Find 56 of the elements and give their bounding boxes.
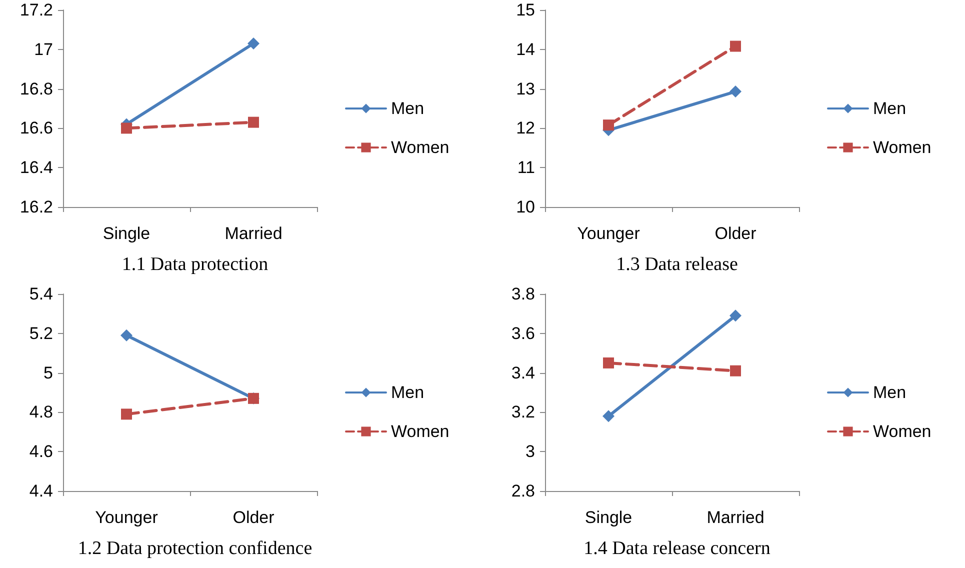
x-tick-label: Single <box>584 508 632 527</box>
y-tick-label: 4.6 <box>29 442 53 462</box>
legend-label: Women <box>391 138 450 157</box>
legend-label: Men <box>873 99 906 118</box>
y-tick-label: 3.6 <box>511 324 535 343</box>
y-tick-label: 14 <box>516 40 535 59</box>
x-tick-label: Younger <box>577 224 640 243</box>
y-tick-label: 5.2 <box>29 324 53 343</box>
point <box>602 410 614 422</box>
text: 1.3 Data release <box>616 254 738 275</box>
y-tick-label: 5 <box>44 363 53 382</box>
point <box>248 116 259 128</box>
x-tick-label: Younger <box>95 508 158 527</box>
y-tick-label: 3 <box>526 442 535 462</box>
y-tick-label: 16.2 <box>20 198 53 216</box>
y-tick-label: 4.4 <box>29 482 53 500</box>
y-tick-label: 4.8 <box>29 402 53 422</box>
text: 1.2 Data protection confidence <box>78 538 312 559</box>
point <box>730 365 741 376</box>
x-tick-label: Older <box>232 508 275 527</box>
legend-label: Men <box>391 99 424 118</box>
y-tick-label: 5.4 <box>29 284 53 304</box>
text: 1.1 Data protection <box>122 254 269 275</box>
y-tick-label: 17 <box>34 40 53 59</box>
y-tick-label: 16.4 <box>20 158 53 178</box>
y-tick-label: 3.2 <box>511 402 535 422</box>
y-tick-label: 16.6 <box>20 118 53 138</box>
y-tick-label: 13 <box>516 79 535 98</box>
point <box>730 310 742 322</box>
y-tick-label: 11 <box>517 158 535 178</box>
point <box>121 122 132 134</box>
y-tick-label: 17.2 <box>20 0 53 20</box>
point <box>730 86 742 98</box>
x-tick-label: Single <box>102 224 150 243</box>
legend-label: Women <box>873 422 932 441</box>
y-tick-label: 15 <box>516 0 535 20</box>
y-tick-label: 3.4 <box>511 363 535 382</box>
point <box>603 120 614 131</box>
legend-label: Women <box>391 422 450 441</box>
legend-label: Men <box>873 383 906 402</box>
x-tick-label: Married <box>706 508 764 527</box>
point <box>120 329 132 342</box>
legend-label: Women <box>873 138 932 157</box>
x-tick-label: Older <box>714 224 757 243</box>
y-tick-label: 10 <box>516 198 535 216</box>
y-tick-label: 2.8 <box>511 482 535 500</box>
y-tick-label: 16.8 <box>20 79 53 98</box>
point <box>121 408 132 420</box>
point <box>603 357 614 368</box>
text: 1.4 Data release concern <box>584 538 771 559</box>
point <box>248 37 260 50</box>
point <box>730 40 741 52</box>
x-tick-label: Married <box>224 224 282 243</box>
y-tick-label: 12 <box>516 118 535 138</box>
legend-label: Men <box>391 383 424 402</box>
y-tick-label: 3.8 <box>511 284 535 304</box>
